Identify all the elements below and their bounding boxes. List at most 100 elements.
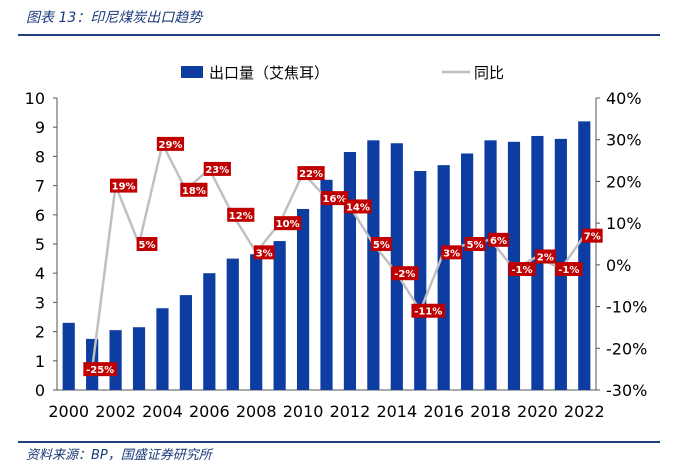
legend-bar-swatch xyxy=(181,66,203,78)
bar xyxy=(578,121,591,391)
right-tick-label: -20% xyxy=(606,339,647,358)
bar xyxy=(203,273,216,390)
yoy-data-label: 23% xyxy=(205,165,229,176)
yoy-data-label: -11% xyxy=(414,307,442,318)
right-tick-label: 0% xyxy=(606,256,631,275)
yoy-data-label: 5% xyxy=(139,240,156,251)
yoy-data-label: 18% xyxy=(182,186,206,197)
x-tick-label: 2008 xyxy=(236,402,277,421)
yoy-data-label-bg xyxy=(253,245,275,260)
bar xyxy=(437,165,450,390)
yoy-data-label: -2% xyxy=(394,269,415,280)
yoy-data-label-bg xyxy=(391,266,419,281)
yoy-data-label: 3% xyxy=(443,248,460,259)
yoy-data-label: 19% xyxy=(112,182,136,193)
x-tick-label: 2006 xyxy=(189,402,230,421)
bar xyxy=(156,308,169,390)
yoy-data-label-bg xyxy=(535,249,556,264)
bar xyxy=(484,140,497,390)
x-tick-label: 2018 xyxy=(470,402,511,421)
yoy-data-label: 12% xyxy=(229,211,253,222)
left-tick-label: 6 xyxy=(35,206,45,225)
yoy-data-label-bg xyxy=(297,166,325,181)
yoy-data-label-bg xyxy=(441,245,463,260)
yoy-data-label: 6% xyxy=(490,236,507,247)
yoy-data-label-bg xyxy=(344,199,372,214)
right-tick-label: 10% xyxy=(606,214,642,233)
bar xyxy=(461,153,474,390)
bar xyxy=(367,140,380,390)
x-tick-label: 2004 xyxy=(142,402,183,421)
yoy-data-label-bg xyxy=(83,362,117,377)
left-tick-label: 3 xyxy=(35,293,45,312)
yoy-data-label-bg xyxy=(555,262,583,277)
yoy-data-label-bg xyxy=(136,237,158,251)
x-tick-label: 2012 xyxy=(330,402,371,421)
right-tick-label: -30% xyxy=(606,381,647,400)
bar xyxy=(226,258,239,390)
yoy-data-label: 10% xyxy=(276,219,300,230)
yoy-data-label: 2% xyxy=(537,253,554,264)
left-tick-label: 0 xyxy=(35,381,45,400)
top-divider xyxy=(18,34,660,36)
bar xyxy=(62,322,75,390)
left-tick-label: 9 xyxy=(35,118,45,137)
left-tick-label: 5 xyxy=(35,235,45,254)
legend-line-label: 同比 xyxy=(474,64,504,82)
bar xyxy=(320,179,333,390)
yoy-data-label-bg xyxy=(464,237,486,251)
yoy-data-label-bg xyxy=(156,136,185,151)
yoy-data-label: 5% xyxy=(373,240,390,251)
left-tick-label: 10 xyxy=(25,89,45,108)
yoy-data-label: 3% xyxy=(256,248,273,259)
left-tick-label: 4 xyxy=(35,264,45,283)
bar xyxy=(273,241,286,390)
yoy-data-label-bg xyxy=(203,161,231,176)
bottom-divider xyxy=(18,441,660,443)
figure-title: 图表 13：印尼煤炭出口趋势 xyxy=(26,10,203,26)
left-tick-label: 8 xyxy=(35,147,45,166)
yoy-data-label: 29% xyxy=(158,140,182,151)
left-tick-label: 1 xyxy=(35,352,45,371)
left-tick-label: 7 xyxy=(35,177,45,196)
yoy-data-label-bg xyxy=(320,191,349,206)
x-tick-label: 2002 xyxy=(95,402,136,421)
right-tick-label: 40% xyxy=(606,89,642,108)
yoy-data-label-bg xyxy=(274,216,302,231)
x-tick-label: 2020 xyxy=(517,402,558,421)
bar xyxy=(179,295,192,390)
yoy-data-label: 7% xyxy=(584,232,601,243)
source-note: 资料来源：BP，国盛证券研究所 xyxy=(26,448,212,463)
yoy-data-label: -25% xyxy=(86,365,114,376)
x-tick-label: 2016 xyxy=(423,402,464,421)
left-tick-label: 2 xyxy=(35,323,45,342)
yoy-data-label-bg xyxy=(581,228,603,243)
yoy-data-label: -1% xyxy=(511,265,532,276)
x-tick-label: 2010 xyxy=(283,402,324,421)
right-tick-label: 30% xyxy=(606,131,642,150)
bar xyxy=(296,208,310,390)
yoy-data-label-bg xyxy=(370,237,392,251)
yoy-data-label: 14% xyxy=(346,202,370,213)
yoy-data-label-bg xyxy=(508,262,536,277)
legend-bar-label: 出口量（艾焦耳） xyxy=(209,64,329,82)
yoy-data-label: 22% xyxy=(299,169,323,180)
yoy-data-label: 16% xyxy=(323,194,347,205)
yoy-data-label-bg xyxy=(227,207,255,222)
bar xyxy=(250,254,263,390)
bar xyxy=(109,330,122,390)
x-tick-label: 2022 xyxy=(564,402,605,421)
right-tick-label: -10% xyxy=(606,298,647,317)
x-tick-label: 2000 xyxy=(48,402,89,421)
bar xyxy=(132,327,146,390)
bar xyxy=(343,152,357,390)
yoy-data-label-bg xyxy=(180,182,208,197)
yoy-data-label-bg xyxy=(488,232,509,247)
x-tick-label: 2014 xyxy=(376,402,417,421)
yoy-data-label: -1% xyxy=(558,265,579,276)
bar xyxy=(414,171,427,390)
yoy-data-label-bg xyxy=(411,303,446,318)
yoy-data-label-bg xyxy=(109,178,138,193)
right-tick-label: 20% xyxy=(606,172,642,191)
